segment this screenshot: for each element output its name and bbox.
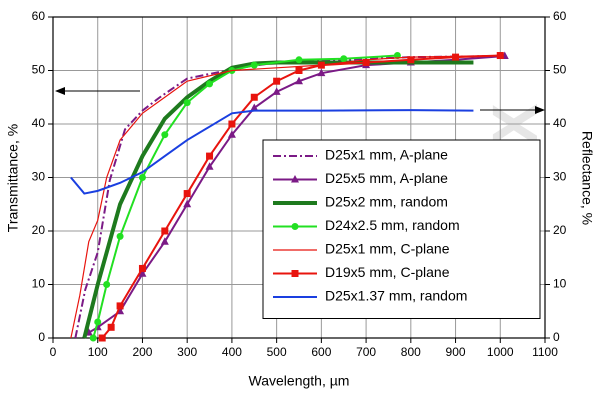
data-point: [250, 93, 258, 101]
x-tick-label: 1100: [532, 345, 558, 359]
legend-label: D25x5 mm, A-plane: [325, 170, 448, 186]
data-point: [295, 56, 303, 64]
y2-tick-label: 0: [553, 330, 560, 344]
data-point: [138, 264, 146, 272]
y2-tick-label: 20: [553, 223, 567, 237]
data-point: [205, 162, 214, 170]
y-axis-title: Transmittance, %: [5, 124, 21, 232]
legend-label: D24x2.5 mm, random: [325, 217, 460, 233]
x-tick-label: 200: [132, 345, 152, 359]
data-point: [161, 131, 169, 139]
y-tick-label: 50: [32, 63, 46, 77]
data-point: [362, 58, 370, 66]
data-point: [295, 67, 303, 74]
y2-tick-label: 60: [553, 9, 567, 23]
x-tick-label: 100: [88, 345, 108, 359]
data-point: [250, 61, 258, 69]
legend-marker: [291, 223, 299, 230]
y-tick-label: 40: [32, 116, 46, 130]
legend-label: D25x1 mm, C-plane: [325, 241, 450, 257]
data-point: [116, 232, 124, 240]
series-line: [82, 60, 474, 339]
x-tick-label: 0: [50, 345, 57, 359]
series-line: [74, 55, 501, 339]
legend-marker: [291, 270, 299, 277]
x-tick-label: 1000: [487, 345, 514, 359]
legend-label: D25x1.37 mm, random: [325, 288, 467, 304]
data-point: [116, 302, 124, 310]
y-tick-label: 30: [32, 170, 46, 184]
y2-tick-label: 40: [553, 116, 567, 130]
data-point: [227, 130, 236, 138]
data-point: [295, 76, 303, 85]
x-tick-label: 900: [446, 345, 466, 359]
legend-label: D19x5 mm, C-plane: [325, 264, 450, 280]
x-axis-title: Wavelength, µm: [249, 373, 350, 389]
data-point: [272, 87, 281, 95]
y-tick-label: 10: [32, 277, 46, 291]
data-point: [98, 334, 106, 342]
data-point: [161, 227, 169, 235]
data-point: [206, 80, 214, 88]
y2-tick-label: 10: [553, 277, 567, 291]
data-point: [250, 103, 259, 111]
x-tick-label: 500: [267, 345, 287, 359]
x-tick-label: 600: [311, 345, 331, 359]
series-line: [70, 54, 501, 339]
y2-axis-title: Reflectance, %: [579, 131, 595, 225]
y-tick-label: 60: [32, 9, 46, 23]
data-point: [228, 120, 236, 128]
data-point: [183, 199, 192, 208]
series-line: [70, 109, 474, 195]
data-point: [183, 99, 191, 107]
data-point: [496, 52, 504, 60]
x-tick-label: 800: [401, 345, 421, 359]
data-point: [206, 152, 214, 160]
legend-label: D25x2 mm, random: [325, 194, 448, 210]
series-line: [101, 54, 501, 339]
data-point: [340, 55, 348, 63]
y2-tick-label: 30: [553, 170, 567, 184]
data-point: [317, 68, 326, 77]
data-point: [138, 269, 147, 277]
data-point: [160, 237, 169, 245]
plot-frame: [52, 16, 546, 339]
data-point: [317, 61, 325, 69]
data-point: [103, 281, 111, 288]
y2-tick-label: 50: [553, 63, 567, 77]
data-point: [138, 174, 146, 181]
data-point: [407, 56, 415, 64]
legend-label: D25x1 mm, A-plane: [325, 147, 448, 163]
x-tick-label: 300: [177, 345, 197, 359]
data-point: [452, 53, 460, 61]
y-tick-label: 0: [38, 330, 45, 344]
data-point: [107, 323, 115, 331]
data-point: [183, 190, 191, 198]
data-point: [273, 77, 281, 85]
data-point: [89, 334, 97, 342]
x-tick-label: 700: [356, 345, 376, 359]
y-tick-label: 20: [32, 223, 46, 237]
legend-box: [262, 139, 541, 319]
legend-marker: [291, 175, 299, 183]
x-tick-label: 400: [222, 345, 242, 359]
data-point: [94, 318, 102, 326]
